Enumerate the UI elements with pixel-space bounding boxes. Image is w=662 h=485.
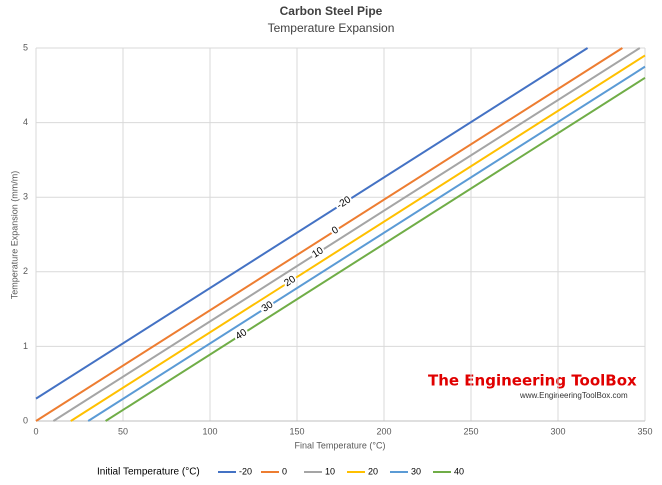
x-tick-label: 50: [118, 426, 128, 436]
x-tick-label: 350: [637, 426, 652, 436]
legend-label: 0: [282, 466, 287, 476]
x-tick-label: 250: [463, 426, 478, 436]
legend-title: Initial Temperature (°C): [97, 467, 200, 478]
watermark: The Engineering ToolBox: [428, 372, 637, 390]
y-tick-label: 4: [23, 117, 28, 127]
legend-label: 30: [411, 466, 421, 476]
chart-title: Carbon Steel Pipe: [280, 4, 383, 18]
y-tick-label: 5: [23, 42, 28, 52]
x-tick-label: 150: [289, 426, 304, 436]
series-line: [35, 47, 589, 400]
series-line: [87, 65, 646, 422]
legend-label: -20: [239, 466, 252, 476]
series-line: [105, 76, 646, 422]
x-axis-title: Final Temperature (°C): [295, 440, 386, 450]
y-tick-label: 0: [23, 415, 28, 425]
watermark-url: www.EngineeringToolBox.com: [519, 391, 628, 400]
x-tick-label: 0: [33, 426, 38, 436]
x-tick-label: 200: [376, 426, 391, 436]
legend-label: 10: [325, 466, 335, 476]
series-line: [35, 47, 623, 422]
y-tick-label: 2: [23, 266, 28, 276]
series-line: [70, 54, 646, 422]
y-tick-label: 3: [23, 192, 28, 202]
x-tick-label: 100: [202, 426, 217, 436]
y-axis-title: Temperature Expansion (mm/m): [9, 171, 19, 300]
series-line: [52, 47, 641, 422]
legend-label: 20: [368, 466, 378, 476]
chart-subtitle: Temperature Expansion: [268, 21, 395, 35]
legend-label: 40: [454, 466, 464, 476]
x-tick-label: 300: [550, 426, 565, 436]
y-tick-label: 1: [23, 341, 28, 351]
